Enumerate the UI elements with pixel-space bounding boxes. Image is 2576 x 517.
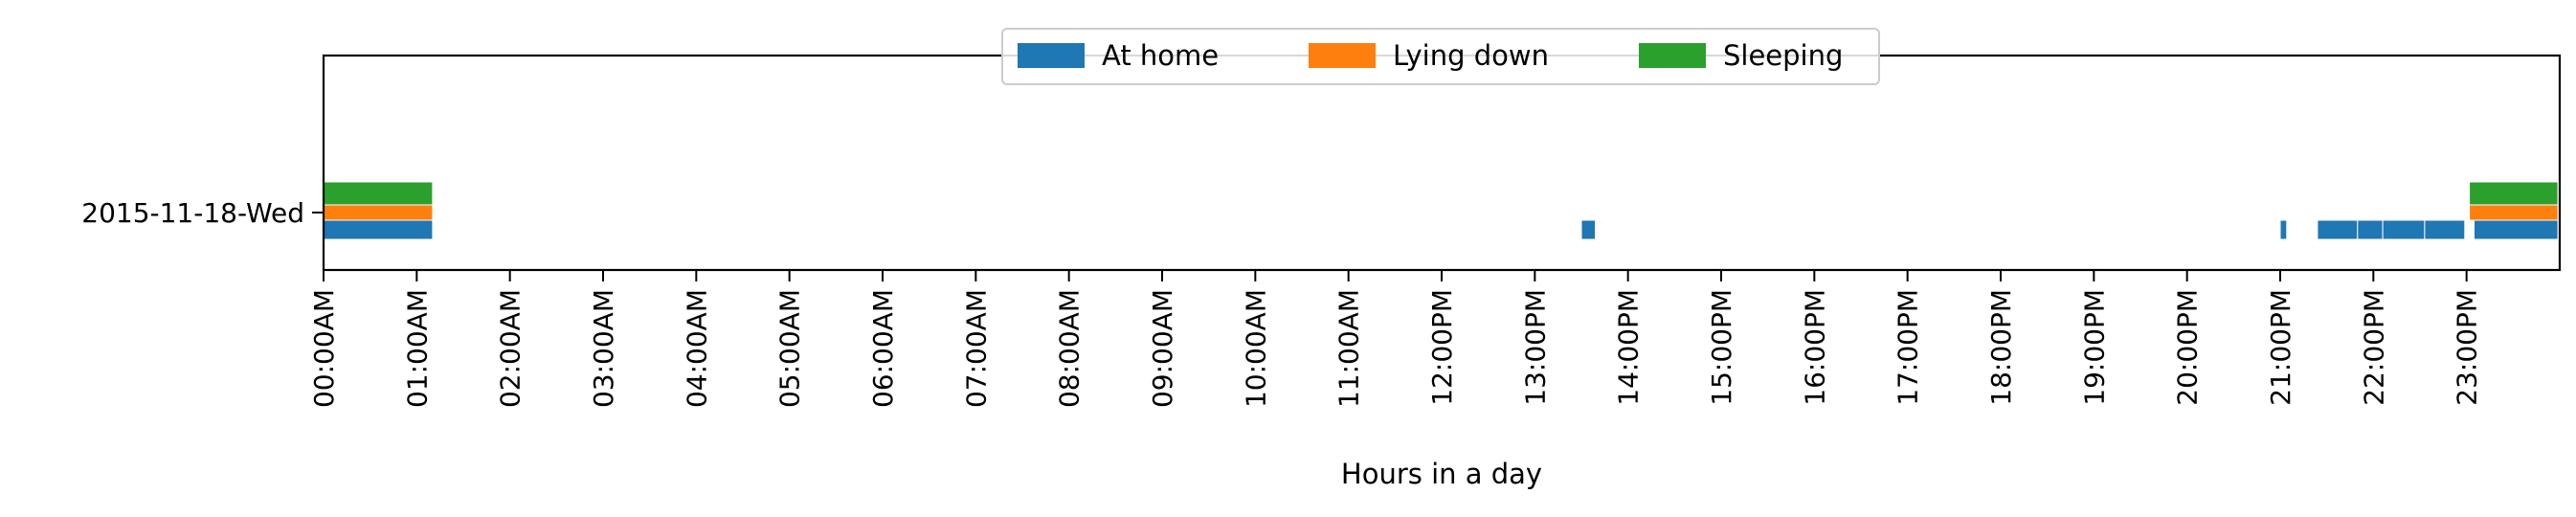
x-tick-label: 11:00AM [1333,289,1365,408]
bar-sleeping-1 [2469,181,2559,206]
x-tick-label: 09:00AM [1147,289,1178,408]
bars-layer [323,181,2559,240]
x-tick-label: 12:00PM [1426,289,1458,406]
legend-label: At home [1102,39,1219,72]
x-tick-label: 16:00PM [1799,289,1830,406]
bar-at-home-4 [2357,219,2384,240]
y-axis-ticks: 2015-11-18-Wed [81,197,324,229]
x-tick-label: 05:00AM [774,289,806,408]
x-tick-label: 03:00AM [588,289,619,408]
x-axis-ticks: 00:00AM 01:00AM 02:00AM 03:00AM 04:00AM 05:00… [308,270,2483,408]
x-tick-label: 06:00AM [867,289,899,408]
bar-at-home-3 [2317,219,2359,240]
x-tick-label: 18:00PM [1985,289,2017,406]
bar-lying-down-1 [2469,204,2559,221]
bar-at-home-1 [1580,219,1597,240]
x-tick-label: 23:00PM [2452,289,2483,406]
x-axis-label: Hours in a day [1341,458,1542,490]
x-tick-label: 14:00PM [1613,289,1645,406]
bar-at-home-6 [2424,219,2466,240]
legend: At home Lying down Sleeping [1001,28,1880,85]
bar-lying-down-0 [323,204,434,221]
x-tick-label: 21:00PM [2265,289,2296,406]
legend-swatch-at-home [1018,43,1085,68]
x-tick-label: 19:00PM [2078,289,2110,406]
bar-at-home-2 [2279,219,2288,240]
legend-swatch-sleeping [1639,43,1706,68]
bar-at-home-5 [2382,219,2426,240]
x-tick-label: 04:00AM [681,289,712,408]
x-tick-label: 17:00PM [1893,289,1924,406]
x-tick-label: 22:00PM [2358,289,2389,406]
y-tick-label: 2015-11-18-Wed [81,197,304,229]
x-tick-label: 07:00AM [960,289,992,408]
legend-box [1001,28,1880,85]
bar-at-home-7 [2474,219,2559,240]
x-tick-label: 02:00AM [495,289,526,408]
x-tick-label: 08:00AM [1054,289,1086,408]
x-tick-label: 10:00AM [1240,289,1271,408]
legend-swatch-lying-down [1309,43,1376,68]
x-tick-label: 00:00AM [308,289,340,408]
x-tick-label: 20:00PM [2172,289,2204,406]
legend-label: Lying down [1393,39,1549,72]
x-tick-label: 01:00AM [401,289,433,408]
legend-label: Sleeping [1723,39,1843,72]
x-tick-label: 13:00PM [1519,289,1551,406]
x-tick-label: 15:00PM [1706,289,1737,406]
bar-at-home-0 [323,219,434,240]
bar-sleeping-0 [323,181,434,206]
